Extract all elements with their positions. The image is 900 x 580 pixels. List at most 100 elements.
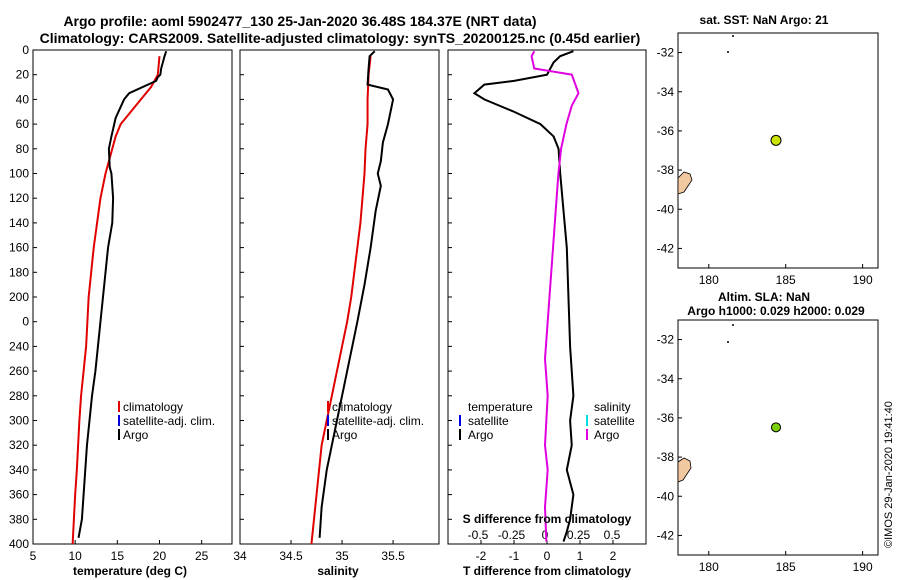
sla-map-lat-axis: -32 -34 -36 -38 -40 -42	[657, 333, 682, 542]
s-difference-x-axis: -0.5 -0.25 0 0.25 0.5	[468, 528, 621, 542]
lon-tick-label: 180	[699, 560, 719, 574]
imos-credit: ©IMOS 29-Jan-2020 19:41:40	[883, 401, 895, 548]
difference-temperature-legend: temperature satellite Argo	[459, 400, 533, 442]
x-tick-label: 34.5	[279, 549, 303, 563]
s-difference-axis-label: S difference from climatology	[463, 512, 632, 526]
series-line-argo	[318, 50, 395, 538]
series-line-argo	[77, 50, 168, 539]
difference-series	[472, 50, 580, 542]
legend-t-satellite-label: satellite	[468, 414, 509, 428]
series-line-climatology	[310, 56, 372, 545]
island-dot	[727, 341, 729, 343]
legend-salinity-heading: salinity	[594, 400, 631, 414]
t-difference-axis-label: T difference from climatology	[463, 564, 631, 578]
lat-tick-label: -42	[657, 528, 675, 542]
x-tick-label: 35.5	[381, 549, 405, 563]
temperature-axes-box	[32, 49, 233, 545]
legend-t-argo-label: Argo	[468, 428, 494, 442]
difference-panel: -2 -1 0 1 2 -0.5 -0.25 0 0.25 0.5 temperature sa…	[447, 49, 647, 578]
lon-tick-label: 185	[776, 560, 796, 574]
sst-map-title: sat. SST: NaN Argo: 21	[700, 13, 829, 27]
temperature-panel: 0 20 40 60 80 100 120 140 160 180 200 0 240 260 280 300…	[9, 43, 233, 578]
depth-tick-label: 60	[16, 117, 30, 131]
x-tick-label: 1	[577, 549, 584, 563]
x-tick-label: 25	[195, 549, 209, 563]
depth-tick-label: 340	[9, 463, 29, 477]
depth-tick-label: 200	[9, 290, 29, 304]
legend-climatology-label: climatology	[123, 400, 183, 414]
sst-map: sat. SST: NaN Argo: 21 -32 -34 -36 -38 -40 -4…	[657, 13, 879, 287]
temperature-x-axis: 5 10 15 20 25	[30, 540, 209, 563]
lat-tick-label: -34	[657, 372, 675, 386]
sla-map: Altim. SLA: NaN Argo h1000: 0.029 h2000:…	[657, 290, 879, 574]
s-diff-tick-label: 0.25	[567, 528, 591, 542]
legend-temperature-heading: temperature	[468, 400, 533, 414]
island-dot	[732, 35, 734, 37]
series-line-climatology	[71, 56, 161, 545]
salinity-legend: climatology satellite-adj. clim. Argo	[327, 400, 424, 442]
depth-tick-label: 380	[9, 512, 29, 526]
sla-map-title-2: Argo h1000: 0.029 h2000: 0.029	[687, 304, 865, 318]
sla-map-lon-axis: 180 185 190	[699, 551, 873, 574]
depth-axis: 0 20 40 60 80 100 120 140 160 180 200 0 240 260 280 300…	[9, 43, 37, 551]
depth-tick-label: 140	[9, 216, 29, 230]
depth-tick-label: 160	[9, 241, 29, 255]
depth-tick-label: 260	[9, 364, 29, 378]
lon-tick-label: 190	[853, 273, 873, 287]
x-tick-label: 35	[335, 549, 349, 563]
depth-tick-label: 400	[9, 537, 29, 551]
title-line-2: Climatology: CARS2009. Satellite-adjuste…	[40, 30, 641, 46]
legend-satellite-label: satellite-adj. clim.	[332, 414, 424, 428]
legend-climatology-label: climatology	[332, 400, 392, 414]
salinity-axes-box	[239, 49, 440, 545]
depth-tick-label: 0	[22, 315, 29, 329]
lat-tick-label: -34	[657, 85, 675, 99]
legend-argo-label: Argo	[123, 428, 149, 442]
s-diff-tick-label: -0.5	[468, 528, 489, 542]
legend-s-satellite-label: satellite	[594, 414, 635, 428]
temperature-legend: climatology satellite-adj. clim. Argo	[118, 400, 215, 442]
difference-salinity-legend: salinity satellite Argo	[586, 400, 635, 442]
depth-tick-label: 40	[16, 92, 30, 106]
lat-tick-label: -32	[657, 333, 675, 347]
sst-map-lon-axis: 180 185 190	[699, 264, 873, 287]
legend-s-argo-label: Argo	[594, 428, 620, 442]
legend-satellite-label: satellite-adj. clim.	[123, 414, 215, 428]
depth-tick-label: 100	[9, 167, 29, 181]
depth-tick-label: 240	[9, 339, 29, 353]
x-tick-label: -1	[509, 549, 520, 563]
land-shape	[677, 457, 692, 483]
x-tick-label: 10	[68, 549, 82, 563]
series-line-t-diff-argo	[472, 50, 575, 542]
x-tick-label: 34	[233, 549, 247, 563]
x-tick-label: -2	[476, 549, 487, 563]
title-line-1: Argo profile: aoml 5902477_130 25-Jan-20…	[63, 13, 536, 29]
lon-tick-label: 185	[776, 273, 796, 287]
x-tick-label: 5	[30, 549, 37, 563]
depth-tick-label: 20	[16, 68, 30, 82]
t-difference-x-axis: -2 -1 0 1 2	[476, 540, 617, 563]
sla-map-title-1: Altim. SLA: NaN	[718, 290, 810, 304]
land-shape	[677, 171, 693, 195]
depth-tick-label: 320	[9, 438, 29, 452]
lat-tick-label: -38	[657, 450, 675, 464]
salinity-axis-label: salinity	[317, 564, 359, 578]
depth-tick-label: 120	[9, 191, 29, 205]
island-dot	[732, 324, 734, 326]
s-diff-tick-label: -0.25	[498, 528, 526, 542]
lon-tick-label: 180	[699, 273, 719, 287]
lat-tick-label: -42	[657, 241, 675, 255]
x-tick-label: 0	[544, 549, 551, 563]
legend-argo-label: Argo	[332, 428, 358, 442]
series-line-s-diff-argo	[530, 50, 580, 542]
lat-tick-label: -36	[657, 124, 675, 138]
x-tick-label: 20	[153, 549, 167, 563]
salinity-series	[310, 50, 395, 545]
depth-tick-label: 280	[9, 389, 29, 403]
island-dot	[727, 51, 729, 53]
depth-tick-label: 180	[9, 265, 29, 279]
depth-tick-label: 360	[9, 488, 29, 502]
x-tick-label: 15	[111, 549, 125, 563]
